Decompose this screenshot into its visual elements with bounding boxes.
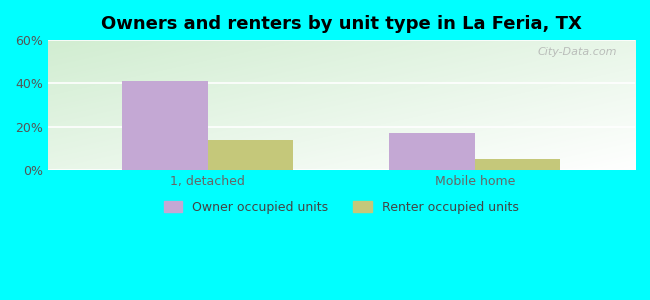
Title: Owners and renters by unit type in La Feria, TX: Owners and renters by unit type in La Fe… [101,15,582,33]
Bar [208,140,293,170]
Text: City-Data.com: City-Data.com [538,46,617,57]
Legend: Owner occupied units, Renter occupied units: Owner occupied units, Renter occupied un… [159,196,524,219]
Bar [122,81,208,170]
Bar [475,159,560,170]
Bar [389,134,475,170]
